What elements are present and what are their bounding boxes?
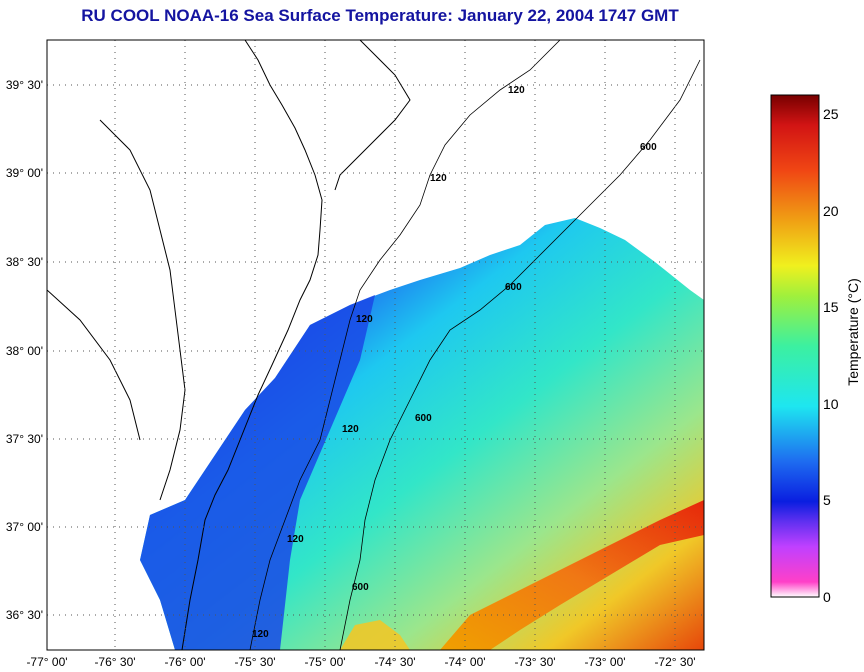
cool-coastal-band (140, 295, 375, 650)
contour-label: 600 (505, 282, 522, 293)
lon-tick-label: -74° 30' (374, 655, 415, 669)
lat-tick-label: 36° 30' (6, 608, 43, 622)
lat-tick-label: 38° 30' (6, 255, 43, 269)
lat-tick-label: 37° 30' (6, 432, 43, 446)
lon-tick-label: -72° 30' (654, 655, 695, 669)
lon-tick-label: -75° 30' (234, 655, 275, 669)
lat-tick-label: 38° 00' (6, 344, 43, 358)
contour-600 (339, 59, 701, 650)
contour-label: 120 (508, 85, 525, 96)
coastline (181, 40, 323, 650)
colorbar-tick-label: 20 (823, 203, 839, 219)
contour-label: 120 (342, 424, 359, 435)
colorbar-scale (770, 94, 820, 598)
lat-tick-label: 37° 00' (6, 520, 43, 534)
contour-label: 600 (415, 413, 432, 424)
map-title: RU COOL NOAA-16 Sea Surface Temperature:… (81, 6, 679, 25)
lon-tick-label: -76° 00' (164, 655, 205, 669)
lon-tick-label: -74° 00' (444, 655, 485, 669)
colorbar-tick-label: 25 (823, 106, 839, 122)
contour-label: 120 (252, 629, 269, 640)
contour-label: 120 (356, 314, 373, 325)
lat-tick-label: 39° 00' (6, 166, 43, 180)
colorbar-tick-label: 10 (823, 396, 839, 412)
contour-label: 600 (640, 142, 657, 153)
contour-120 (249, 40, 561, 650)
warm-patch (340, 620, 410, 650)
contour-label: 120 (287, 534, 304, 545)
chesapeake-shore (47, 119, 186, 501)
colorbar-tick-label: 15 (823, 299, 839, 315)
lon-tick-label: -73° 30' (514, 655, 555, 669)
lon-tick-label: -73° 00' (584, 655, 625, 669)
colorbar-label: Temperature (°C) (845, 278, 861, 386)
lon-tick-label: -77° 00' (26, 655, 67, 669)
colorbar-tick-label: 5 (823, 492, 831, 508)
lon-tick-label: -76° 30' (94, 655, 135, 669)
lat-tick-label: 39° 30' (6, 78, 43, 92)
warm-gulf-stream (440, 500, 704, 650)
colorbar-tick-label: 0 (823, 589, 831, 605)
lon-tick-label: -75° 00' (304, 655, 345, 669)
map-frame (46, 39, 705, 651)
delaware-bay-shore (334, 40, 411, 191)
contour-label: 600 (352, 582, 369, 593)
contour-label: 120 (430, 173, 447, 184)
